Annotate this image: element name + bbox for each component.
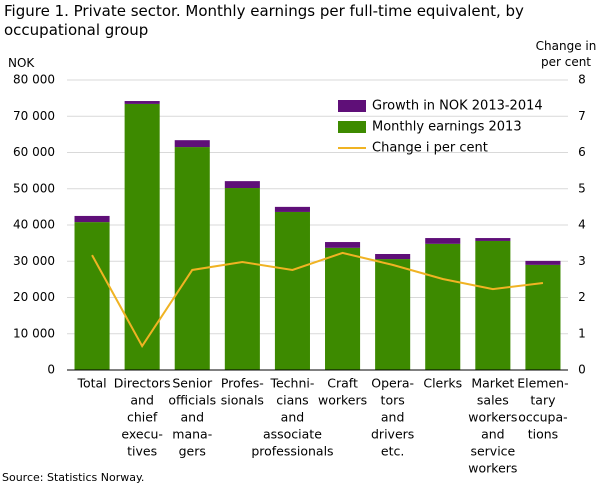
x-tick-label: tors	[381, 393, 405, 408]
x-tick-label: officials	[168, 393, 216, 408]
bar-segment	[124, 101, 160, 104]
x-tick-label: Market	[471, 376, 514, 391]
y2-tick-label: 0	[578, 363, 586, 377]
bar-segment	[475, 238, 511, 241]
legend-swatch	[338, 100, 366, 112]
y-tick-label: 50 000	[13, 181, 55, 195]
x-tick-label: occupa-	[518, 410, 567, 425]
bar-segment	[224, 181, 260, 189]
x-tick-label: Directors	[114, 376, 171, 391]
bar-segment	[274, 206, 310, 212]
x-tick-label: workers	[318, 393, 367, 408]
x-tick-label: Profes-	[221, 376, 264, 391]
bar-segment	[375, 259, 411, 370]
y-tick-label: 70 000	[13, 109, 55, 123]
x-tick-label: drivers	[371, 427, 414, 442]
x-tick-label: Total	[76, 376, 106, 391]
bar-segment	[124, 103, 160, 371]
y2-tick-label: 8	[578, 73, 586, 87]
source: Source: Statistics Norway.	[2, 471, 145, 484]
x-tick-label: workers	[468, 410, 517, 425]
x-tick-label: sionals	[221, 393, 264, 408]
bar-segment	[325, 242, 361, 248]
bar-segment	[525, 260, 561, 265]
bar-segment	[525, 264, 561, 370]
x-tick-label: associate	[263, 427, 322, 442]
legend-label: Growth in NOK 2013-2014	[372, 99, 543, 114]
chart-title: Figure 1. Private sector. Monthly earnin…	[4, 2, 524, 39]
y2-tick-label: 1	[578, 326, 586, 340]
x-tick-label: tions	[528, 427, 558, 442]
x-tick-label: tives	[127, 444, 157, 459]
x-tick-label: gers	[179, 444, 206, 459]
legend-swatch	[338, 121, 366, 133]
x-tick-label: and	[381, 410, 405, 425]
bar-segment	[425, 243, 461, 370]
x-tick-label: Opera-	[371, 376, 414, 391]
y-tick-label: 10 000	[13, 326, 55, 340]
y2-tick-label: 5	[578, 181, 586, 195]
x-tick-label: Clerks	[423, 376, 462, 391]
y2-tick-label: 7	[578, 109, 586, 123]
y2-axis-label: Change in per cent	[535, 39, 597, 69]
y2-tick-label: 6	[578, 145, 586, 159]
bar-segment	[174, 147, 210, 370]
x-tick-label: service	[470, 444, 515, 459]
bar-segment	[325, 247, 361, 370]
y-tick-label: 40 000	[13, 218, 55, 232]
y-tick-label: 30 000	[13, 254, 55, 268]
y-tick-label: 0	[47, 363, 55, 377]
x-tick-label: tary	[530, 393, 556, 408]
x-tick-label: etc.	[381, 444, 404, 459]
bar-segment	[475, 240, 511, 370]
x-tick-label: professionals	[251, 444, 333, 459]
x-tick-label: Craft	[327, 376, 358, 391]
x-tick-label: and	[130, 393, 154, 408]
x-tick-label: execu-	[121, 427, 162, 442]
bar-segment	[224, 188, 260, 370]
y2-tick-label: 3	[578, 254, 586, 268]
x-tick-label: workers	[468, 461, 517, 476]
bar-segment	[425, 238, 461, 244]
x-tick-label: Techni-	[269, 376, 314, 391]
x-tick-label: Senior	[172, 376, 213, 391]
bar-segment	[174, 140, 210, 148]
line	[91, 251, 544, 349]
x-tick-label: and	[481, 427, 505, 442]
y-tick-label: 60 000	[13, 145, 55, 159]
x-tick-label: cians	[276, 393, 308, 408]
legend-label: Change i per cent	[372, 141, 488, 156]
legend-label: Monthly earnings 2013	[372, 120, 522, 135]
x-tick-label: Elemen-	[517, 376, 568, 391]
bar-segment	[375, 254, 411, 260]
y-axis-label: NOK	[8, 56, 35, 70]
bar-segment	[274, 211, 310, 370]
y-tick-label: 20 000	[13, 290, 55, 304]
bar-segment	[74, 215, 110, 223]
x-tick-label: mana-	[172, 427, 212, 442]
y2-tick-label: 4	[578, 218, 586, 232]
bar-segment	[74, 222, 110, 370]
y-tick-label: 80 000	[13, 73, 55, 87]
x-tick-label: and	[281, 410, 305, 425]
x-tick-label: chief	[127, 410, 158, 425]
x-tick-label: and	[180, 410, 204, 425]
x-tick-label: sales	[477, 393, 509, 408]
y2-tick-label: 2	[578, 290, 586, 304]
